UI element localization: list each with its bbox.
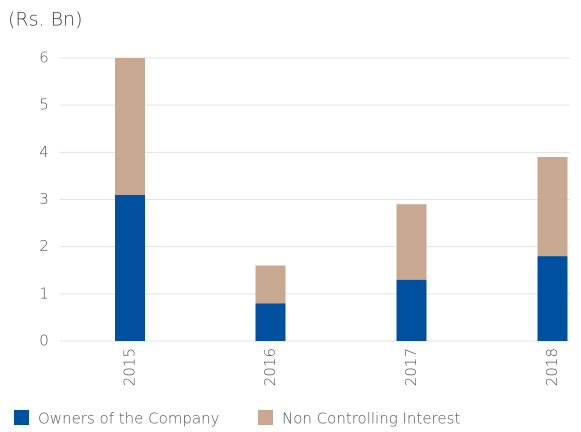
x-tick-label: 2018 [543,348,561,386]
x-tick-label: 2015 [121,348,139,386]
y-tick-label: 4 [39,143,49,161]
bar-segment [115,194,145,341]
y-tick-label: 6 [39,49,49,67]
y-tick-label: 2 [39,237,49,255]
legend-label: Owners of the Company [38,410,220,428]
bar-segment [255,303,286,341]
bar-segment [396,279,427,341]
y-tick-label: 1 [39,284,49,302]
bar-segment [537,157,568,257]
x-tick-label: 2017 [402,348,420,386]
y-tick-label: 5 [39,96,49,114]
y-axis-label: (Rs. Bn) [8,9,83,31]
y-tick-label: 3 [39,190,49,208]
legend-swatch [258,410,273,425]
bar-segment [537,256,568,341]
legend-label: Non Controlling Interest [282,410,460,428]
bar-segment [115,58,145,195]
x-tick-label: 2016 [261,348,279,386]
y-tick-label: 0 [39,332,49,350]
bar-segment [396,204,427,280]
bar-segment [255,265,286,304]
legend-swatch [14,410,29,425]
